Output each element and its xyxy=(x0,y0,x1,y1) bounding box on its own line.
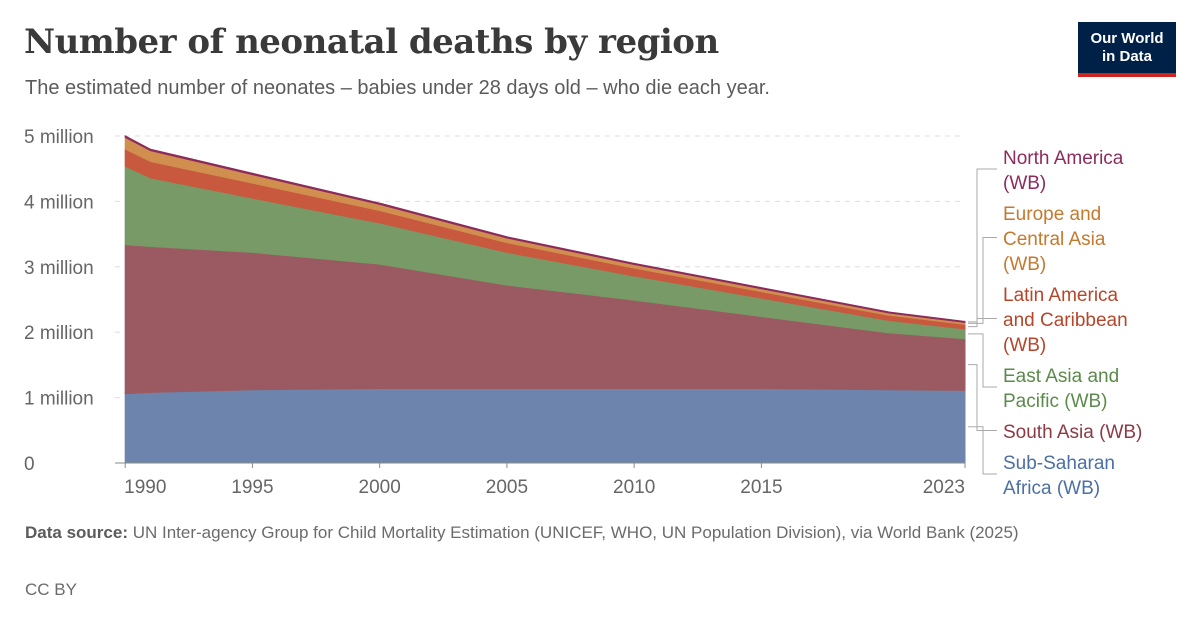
legend-connector xyxy=(968,318,997,328)
chart-title: Number of neonatal deaths by region xyxy=(24,22,719,62)
x-tick-label: 2010 xyxy=(613,477,655,498)
legend-connector xyxy=(968,168,997,323)
legend: North America (WB) Europe and Central Asia(… xyxy=(968,148,1142,499)
legend-label: North America (WB) xyxy=(1003,148,1124,194)
legend-item[interactable]: South Asia (WB) xyxy=(968,364,1142,443)
owid-logo[interactable]: Our World in Data xyxy=(1078,22,1176,77)
area-north-america-wb[interactable] xyxy=(124,135,966,323)
legend-item[interactable]: Sub-Saharan Africa (WB) xyxy=(968,426,1115,499)
legend-item[interactable]: Europe and Central Asia (WB) xyxy=(968,204,1106,324)
legend-connector xyxy=(968,426,997,475)
y-tick-label: 1 million xyxy=(24,389,94,410)
legend-label: East Asia and Pacific (WB) xyxy=(1003,366,1119,412)
chart-subtitle: The estimated number of neonates – babie… xyxy=(25,77,770,99)
y-tick-label: 3 million xyxy=(24,258,94,279)
y-tick-label: 0 xyxy=(24,454,35,475)
license[interactable]: CC BY xyxy=(25,580,77,599)
y-tick-label: 4 million xyxy=(24,192,94,213)
x-tick-label: 2015 xyxy=(740,477,782,498)
legend-label: South Asia (WB) xyxy=(1003,422,1142,443)
legend-item[interactable]: North America (WB) xyxy=(968,148,1124,323)
x-tick-label: 1990 xyxy=(124,477,166,498)
x-tick-label: 2005 xyxy=(486,477,528,498)
logo-line-2: in Data xyxy=(1101,47,1152,65)
data-source: Data source: UN Inter-agency Group for C… xyxy=(25,521,1155,544)
logo-line-1: Our World xyxy=(1090,29,1164,47)
y-tick-label: 5 million xyxy=(24,127,94,148)
legend-connector xyxy=(968,333,997,388)
area-sub-saharan-africa-wb[interactable] xyxy=(124,387,966,464)
x-axis: 1990 1995 2000 2005 2010 2015 2023 xyxy=(115,462,966,498)
legend-connector xyxy=(968,237,997,324)
legend-connector xyxy=(968,364,997,431)
legend-label: Sub-Saharan Africa (WB) xyxy=(1003,453,1115,499)
legend-label: Europe and Central Asia (WB) xyxy=(1003,204,1106,275)
y-axis-ticks: 0 1 million 2 million 3 million 4 million 5 m… xyxy=(24,127,94,475)
x-tick-label: 1995 xyxy=(231,477,273,498)
area-series xyxy=(124,135,966,464)
source-label: Data source: xyxy=(25,523,128,542)
legend-item[interactable]: East Asia and Pacific (WB) xyxy=(968,333,1119,412)
legend-label: Latin America and Caribbean (WB) xyxy=(1003,285,1128,356)
y-tick-label: 2 million xyxy=(24,323,94,344)
x-tick-label: 2000 xyxy=(359,477,401,498)
legend-item[interactable]: Latin America and Caribbean (WB) xyxy=(968,285,1128,356)
source-text: UN Inter-agency Group for Child Mortalit… xyxy=(132,523,1019,542)
x-tick-label: 2023 xyxy=(923,477,965,498)
